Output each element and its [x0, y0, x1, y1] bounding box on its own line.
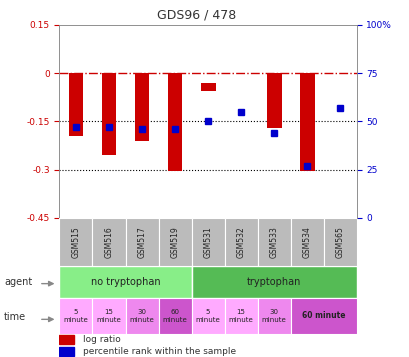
Bar [200, 83, 215, 91]
Text: agent: agent [4, 277, 32, 287]
Bar [125, 218, 158, 266]
Bar [158, 298, 191, 334]
Bar [290, 218, 323, 266]
Text: 5
minute: 5 minute [195, 309, 220, 323]
Text: GSM532: GSM532 [236, 226, 245, 258]
Text: GSM531: GSM531 [203, 226, 212, 258]
Bar [299, 73, 314, 171]
Text: 30
minute: 30 minute [261, 309, 286, 323]
Text: GSM516: GSM516 [104, 226, 113, 258]
Bar [266, 73, 281, 128]
Bar [323, 218, 356, 266]
Text: percentile rank within the sample: percentile rank within the sample [83, 347, 236, 356]
Bar [92, 218, 125, 266]
Bar [224, 298, 257, 334]
Text: GSM534: GSM534 [302, 226, 311, 258]
Bar [125, 298, 158, 334]
Bar [257, 298, 290, 334]
Text: log ratio: log ratio [83, 335, 121, 345]
Bar [59, 266, 191, 298]
Text: GSM519: GSM519 [170, 226, 179, 258]
Bar [191, 266, 356, 298]
Bar [59, 336, 74, 344]
Text: 15
minute: 15 minute [97, 309, 121, 323]
Bar [167, 73, 182, 171]
Bar [134, 73, 149, 141]
Bar [224, 218, 257, 266]
Bar [92, 298, 125, 334]
Text: time: time [4, 312, 26, 322]
Text: GSM517: GSM517 [137, 226, 146, 258]
Text: tryptophan: tryptophan [246, 277, 301, 287]
Text: GSM515: GSM515 [71, 226, 80, 258]
Text: 15
minute: 15 minute [228, 309, 253, 323]
Bar [68, 73, 83, 136]
Text: 60
minute: 60 minute [162, 309, 187, 323]
Text: 30
minute: 30 minute [129, 309, 154, 323]
Text: no tryptophan: no tryptophan [90, 277, 160, 287]
Bar [158, 218, 191, 266]
Bar [59, 347, 74, 356]
Bar [191, 218, 224, 266]
Text: GSM565: GSM565 [335, 226, 344, 258]
Bar [101, 73, 116, 155]
Bar [191, 298, 224, 334]
Text: GSM533: GSM533 [269, 226, 278, 258]
Text: 60 minute: 60 minute [301, 311, 344, 321]
Bar [257, 218, 290, 266]
Bar [59, 298, 92, 334]
Bar [290, 298, 356, 334]
Bar [59, 218, 92, 266]
Text: GDS96 / 478: GDS96 / 478 [157, 9, 236, 22]
Text: 5
minute: 5 minute [63, 309, 88, 323]
